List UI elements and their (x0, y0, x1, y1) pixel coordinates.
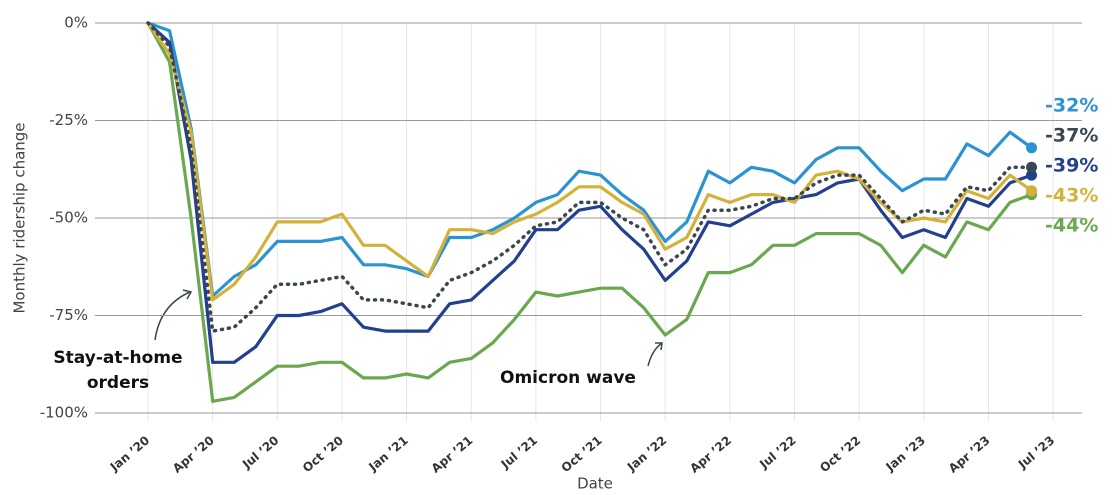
x-tick-label: Jul ’20 (239, 433, 281, 472)
end-dot (1026, 169, 1038, 181)
end-dot (1026, 185, 1038, 197)
annotation-arrow (647, 342, 663, 367)
series-line (146, 21, 1034, 333)
x-tick-label: Jul ’22 (756, 433, 798, 472)
series-line (147, 21, 1033, 298)
x-tick-label: Oct ’21 (559, 433, 605, 475)
x-tick-label: Jan ’20 (107, 433, 152, 474)
x-tick-label: Jan ’22 (624, 433, 669, 474)
y-tick-label: 0% (64, 14, 88, 32)
y-axis-label: Monthly ridership change (11, 122, 29, 313)
end-label: -39% (1045, 155, 1098, 177)
series-line (146, 22, 1033, 403)
annotation-arrowhead (182, 289, 193, 300)
x-axis-label: Date (577, 475, 613, 493)
annotation: Omicron wave (500, 368, 636, 388)
x-tick-label: Jul ’23 (1015, 433, 1057, 472)
end-label: -44% (1045, 215, 1098, 237)
annotation: orders (87, 373, 149, 393)
x-tick-label: Apr ’22 (687, 433, 734, 475)
end-label: -37% (1045, 125, 1098, 147)
x-tick-label: Jan ’23 (883, 433, 928, 474)
annotation-arrow (154, 291, 191, 341)
end-dot (1026, 142, 1038, 154)
y-tick-label: -25% (49, 111, 88, 129)
annotation: Stay-at-home (53, 348, 182, 368)
y-tick-label: -50% (49, 209, 88, 227)
end-dot (1026, 161, 1038, 173)
y-tick-label: -100% (40, 404, 88, 422)
end-label: -43% (1045, 185, 1098, 207)
x-tick-label: Jul ’21 (498, 433, 540, 472)
annotation-arrowhead (655, 342, 663, 351)
x-tick-label: Apr ’23 (946, 433, 993, 475)
end-label: -32% (1045, 95, 1098, 117)
x-tick-label: Oct ’22 (817, 433, 863, 475)
series-line (146, 22, 1033, 302)
x-tick-label: Apr ’21 (429, 433, 476, 475)
x-tick-label: Apr ’20 (170, 433, 217, 475)
y-tick-label: -75% (49, 306, 88, 324)
x-tick-label: Jan ’21 (365, 433, 410, 474)
x-tick-label: Oct ’20 (300, 433, 346, 475)
series-line (146, 21, 1033, 364)
